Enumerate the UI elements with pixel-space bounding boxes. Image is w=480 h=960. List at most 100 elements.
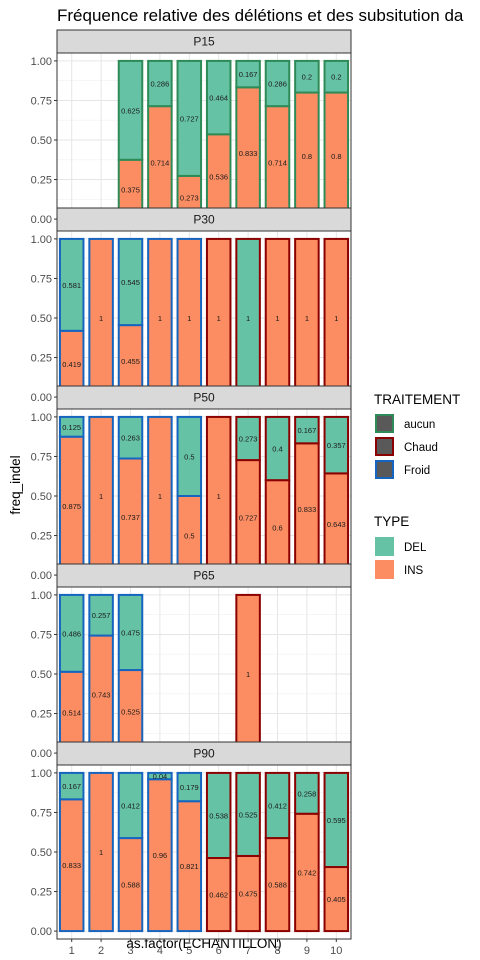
bar-data-label-del: 0.625 bbox=[121, 106, 140, 115]
stacked-bar: 0.727 0.273 bbox=[235, 415, 261, 577]
bar-data-label-ins: 0.375 bbox=[121, 185, 140, 194]
bar-data-label-del: 0.538 bbox=[209, 811, 228, 820]
y-tick-label: 0.75 bbox=[31, 807, 52, 819]
x-tick-label: 2 bbox=[98, 945, 104, 957]
x-axis: 1 2 3 4 5 6 7 8 9 10 bbox=[69, 939, 342, 957]
bar-data-label-ins: 0.833 bbox=[298, 505, 317, 514]
legend-title-type: TYPE bbox=[374, 514, 409, 529]
y-tick-label: 0.00 bbox=[31, 926, 52, 938]
facet-panel: P900.000.250.500.751.000.8330.16710.5880… bbox=[31, 741, 352, 940]
stacked-bar: 1 bbox=[294, 237, 320, 399]
y-tick-label: 0.25 bbox=[31, 175, 52, 187]
bar-segment-del bbox=[294, 415, 320, 445]
bar-segment-del bbox=[58, 771, 85, 801]
stacked-bar: 0.588 0.412 bbox=[117, 771, 144, 933]
legend: TRAITEMENT aucun Chaud Froid TYPE DEL INS bbox=[374, 392, 460, 579]
bar-data-label-ins: 0.405 bbox=[327, 895, 346, 904]
bar-data-label-del: 0.286 bbox=[151, 80, 170, 89]
stacked-bar: 0.525 0.475 bbox=[117, 593, 144, 755]
bar-data-label-del: 0.412 bbox=[121, 801, 140, 810]
y-tick-label: 0.50 bbox=[31, 491, 52, 503]
stacked-bar: 0.514 0.486 bbox=[58, 593, 85, 755]
stacked-bar: 1 bbox=[205, 237, 232, 399]
y-tick-label: 0.50 bbox=[31, 669, 52, 681]
bar-data-label-ins: 1 bbox=[99, 848, 103, 857]
bar-data-label-del: 0.412 bbox=[268, 801, 287, 810]
bar-segment-del bbox=[264, 415, 291, 482]
stacked-bar: 0.833 0.167 bbox=[235, 59, 261, 221]
bar-data-label-ins: 0.6 bbox=[272, 524, 282, 533]
y-tick-label: 0.50 bbox=[31, 313, 52, 325]
bar-data-label-ins: 1 bbox=[158, 492, 162, 501]
stacked-bar: 0.536 0.464 bbox=[205, 59, 232, 221]
stacked-bar: 0.742 0.258 bbox=[294, 771, 320, 933]
x-tick-label: 9 bbox=[304, 945, 310, 957]
bar-segment-del bbox=[294, 771, 320, 815]
bar-data-label-ins: 0.821 bbox=[180, 862, 199, 871]
stacked-bar: 0.8 0.2 bbox=[294, 59, 320, 221]
stacked-bar: 0.821 0.179 bbox=[176, 771, 203, 933]
legend-key-ins bbox=[375, 560, 394, 579]
bar-segment-del bbox=[176, 771, 203, 803]
facet-panel: P300.000.250.500.751.000.4190.58110.4550… bbox=[31, 207, 352, 406]
bar-data-label-del: 0.4 bbox=[272, 445, 282, 454]
bar-data-label-del: 0.273 bbox=[239, 435, 258, 444]
bar-segment-del bbox=[88, 593, 114, 637]
bar-data-label-ins: 0.833 bbox=[239, 149, 258, 158]
y-tick-label: 0.75 bbox=[31, 273, 52, 285]
stacked-bar: 0.96 0.04 bbox=[147, 771, 173, 933]
y-tick-label: 0.00 bbox=[31, 570, 52, 582]
bar-segment-del bbox=[264, 59, 291, 108]
bar-data-label-del: 0.727 bbox=[180, 114, 199, 123]
bar-segment-del bbox=[117, 237, 144, 327]
bar-data-label-del: 0.04 bbox=[153, 772, 168, 781]
bar-segment-del bbox=[235, 771, 261, 857]
facet-strip-label: P30 bbox=[193, 213, 215, 227]
bar-data-label-ins: 1 bbox=[217, 492, 221, 501]
bar-data-label-ins: 0.737 bbox=[121, 513, 140, 522]
stacked-bar: 0.5 0.5 bbox=[176, 415, 203, 577]
stacked-bar: 0.714 0.286 bbox=[147, 59, 173, 221]
legend-label: INS bbox=[404, 565, 424, 577]
bar-segment-del bbox=[235, 415, 261, 462]
stacked-bar: 1 bbox=[235, 237, 261, 399]
bar-segment-del bbox=[323, 771, 350, 869]
stacked-bar: 1 bbox=[88, 771, 114, 933]
legend-key-chaud bbox=[375, 437, 394, 456]
stacked-bar: 1 bbox=[147, 415, 173, 577]
y-tick-label: 1.00 bbox=[31, 412, 52, 424]
stacked-bar: 0.455 0.545 bbox=[117, 237, 144, 399]
stacked-bar: 0.833 0.167 bbox=[58, 771, 85, 933]
x-tick-label: 4 bbox=[157, 945, 163, 957]
bar-segment-del bbox=[176, 415, 203, 497]
stacked-bar: 0.743 0.257 bbox=[88, 593, 114, 755]
legend-key-del bbox=[375, 537, 394, 556]
bar-data-label-ins: 0.588 bbox=[268, 881, 287, 890]
bar-data-label-ins: 1 bbox=[158, 314, 162, 323]
bar-data-label-ins: 0.462 bbox=[209, 891, 228, 900]
bar-segment-del bbox=[117, 593, 144, 672]
x-tick-label: 5 bbox=[186, 945, 192, 957]
bar-data-label-del: 0.2 bbox=[302, 73, 312, 82]
bar-data-label-ins: 1 bbox=[305, 314, 309, 323]
y-tick-label: 0.00 bbox=[31, 392, 52, 404]
legend-label: Froid bbox=[404, 465, 430, 477]
chart-title: Fréquence relative des délétions et des … bbox=[57, 6, 464, 25]
y-tick-label: 0.50 bbox=[31, 135, 52, 147]
panel-border bbox=[56, 764, 352, 940]
bar-data-label-del: 0.464 bbox=[209, 94, 228, 103]
x-tick-label: 10 bbox=[330, 945, 342, 957]
bar-data-label-ins: 0.5 bbox=[184, 532, 194, 541]
bar-data-label-ins: 0.743 bbox=[92, 690, 111, 699]
x-tick-label: 3 bbox=[127, 945, 133, 957]
bar-segment-del bbox=[117, 771, 144, 840]
bar-data-label-del: 0.486 bbox=[62, 629, 81, 638]
bar-data-label-del: 0.545 bbox=[121, 278, 140, 287]
stacked-bar: 1 bbox=[264, 237, 291, 399]
stacked-bar: 0.273 0.727 bbox=[176, 59, 203, 221]
legend-label: aucun bbox=[404, 419, 435, 431]
bar-data-label-ins: 0.525 bbox=[121, 708, 140, 717]
bar-data-label-del: 0.595 bbox=[327, 816, 346, 825]
bar-data-label-del: 0.167 bbox=[62, 782, 81, 791]
